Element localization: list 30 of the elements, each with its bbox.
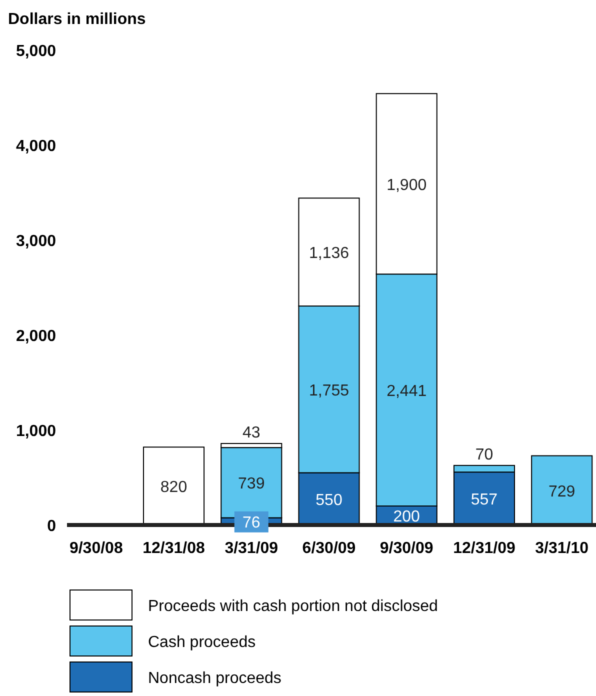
- data-label: 43: [242, 424, 260, 442]
- legend-label: Cash proceeds: [148, 634, 256, 651]
- y-tick-label: 0: [47, 518, 56, 535]
- x-tick-label: 9/30/09: [380, 540, 434, 557]
- x-tick-label: 3/31/10: [535, 540, 589, 557]
- y-tick-label: 3,000: [16, 233, 56, 250]
- data-label: 1,900: [386, 176, 427, 194]
- data-label: 729: [548, 483, 576, 500]
- data-label: 550: [316, 492, 342, 509]
- data-label: 200: [393, 508, 420, 526]
- data-label: 2,441: [386, 383, 427, 400]
- y-tick-label: 2,000: [16, 328, 56, 345]
- x-tick-label: 9/30/08: [69, 540, 123, 557]
- x-tick-label: 6/30/09: [302, 540, 356, 557]
- data-label: 820: [160, 479, 188, 496]
- data-label: 70: [475, 446, 494, 464]
- data-label: 739: [238, 476, 265, 493]
- x-tick-label: 3/31/09: [224, 540, 278, 557]
- x-tick-label: 12/31/09: [453, 540, 516, 557]
- y-tick-label: 5,000: [16, 43, 56, 60]
- legend-label: Proceeds with cash portion not disclosed: [148, 598, 438, 615]
- y-axis-title: Dollars in millions: [8, 11, 146, 28]
- x-tick-label: 12/31/08: [142, 540, 206, 557]
- y-tick-label: 4,000: [16, 138, 56, 155]
- data-label: 557: [470, 492, 498, 509]
- legend-label: Noncash proceeds: [148, 670, 282, 687]
- y-tick-label: 1,000: [16, 423, 56, 440]
- data-label: 1,136: [308, 245, 350, 262]
- data-label: 76: [242, 514, 260, 532]
- data-label: 1,755: [308, 382, 350, 400]
